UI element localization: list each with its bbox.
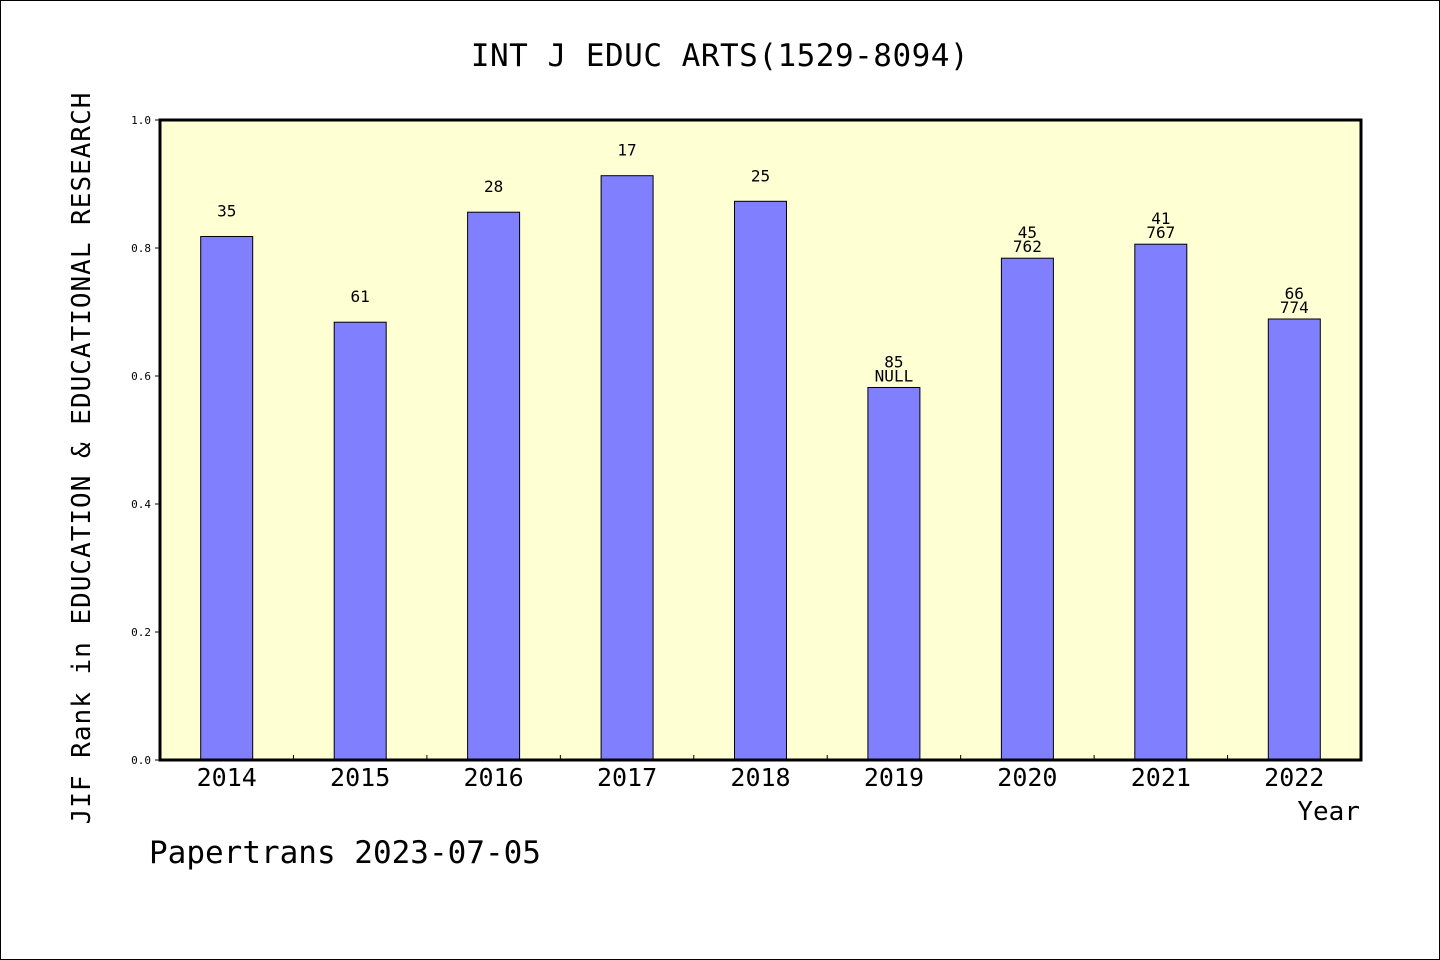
bar-secondary-label-2021: 767 [1146,223,1175,242]
bar-secondary-label-2022: 774 [1280,298,1309,317]
bar-2016 [467,211,521,761]
y-tick-label: 0.8 [131,242,151,255]
x-tick-label-2019: 2019 [864,763,924,792]
y-tick-label: 0.0 [131,754,151,767]
x-tick-label-2021: 2021 [1131,763,1191,792]
bar-2022 [1267,318,1321,761]
bar-2021 [1134,243,1188,761]
y-tick-label: 0.4 [131,498,151,511]
bar-rank-label-2017: 17 [617,141,636,160]
x-tick-label-2015: 2015 [330,763,390,792]
bar-rank-label-2020: 45 [1018,223,1037,242]
y-tick-label: 0.2 [131,626,151,639]
x-tick-label-2016: 2016 [464,763,524,792]
footer-note: Papertrans 2023-07-05 [149,835,541,871]
bar-2014 [200,236,254,761]
bar-rank-label-2014: 35 [217,202,236,221]
bar-rank-label-2018: 25 [751,166,770,185]
x-tick-label-2022: 2022 [1264,763,1324,792]
bar-2019 [867,387,921,761]
x-axis-label: Year [1297,797,1360,827]
y-tick-label: 1.0 [131,114,151,127]
bar-rank-label-2015: 61 [351,287,370,306]
bar-rank-label-2019: 85 [884,353,903,372]
bar-2020 [1000,257,1054,761]
x-tick-label-2018: 2018 [730,763,790,792]
bar-2018 [734,200,787,761]
bar-secondary-label-2019: NULL [875,367,914,386]
bar-rank-label-2021: 41 [1151,209,1170,228]
x-tick-label-2014: 2014 [197,763,257,792]
bar-secondary-label-2020: 762 [1013,237,1042,256]
bar-2015 [333,321,387,761]
bar-2017 [600,175,654,761]
plot-border [158,118,1363,762]
x-tick-label-2020: 2020 [997,763,1057,792]
x-tick-label-2017: 2017 [597,763,657,792]
y-tick-label: 0.6 [131,370,151,383]
bar-rank-label-2016: 28 [484,177,503,196]
bar-rank-label-2022: 66 [1285,284,1304,303]
chart-title: INT J EDUC ARTS(1529-8094) [470,38,970,74]
